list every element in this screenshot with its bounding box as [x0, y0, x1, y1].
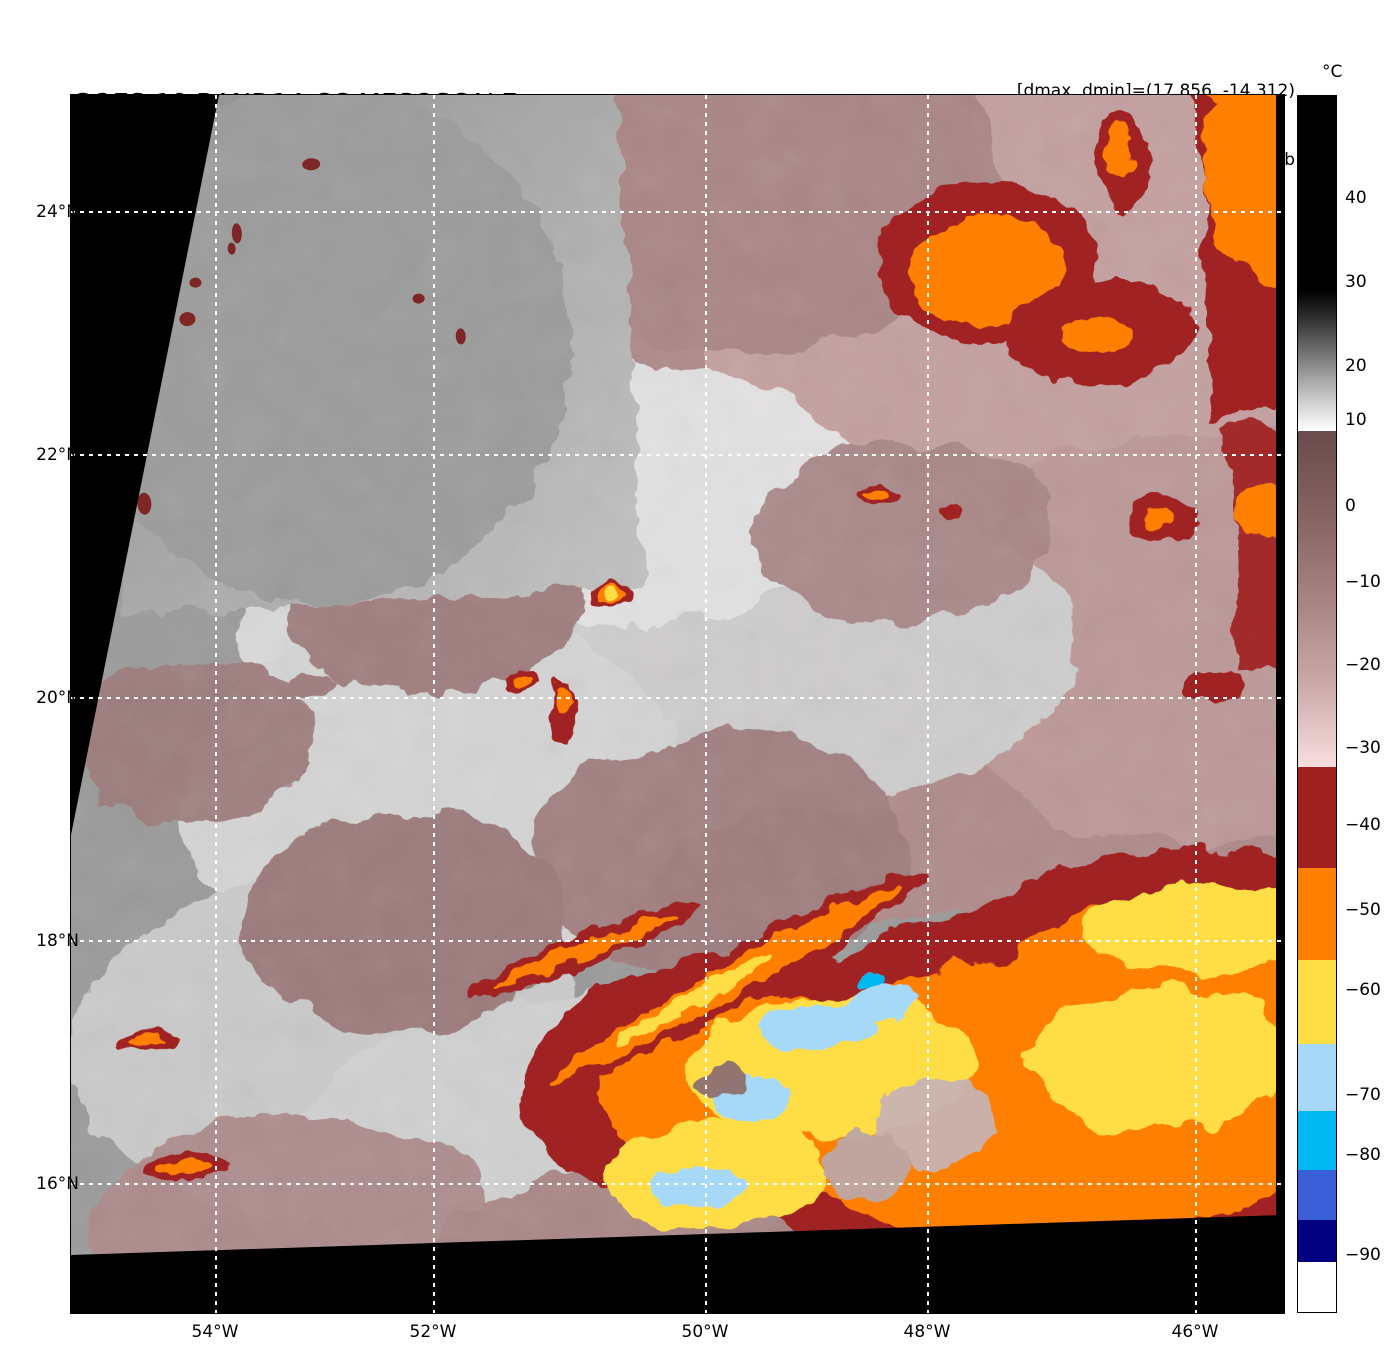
- colorbar-band-orange: [1298, 867, 1336, 960]
- colorbar-tick-m30: −30: [1345, 738, 1381, 758]
- colorbar-gradient: [1298, 96, 1336, 1312]
- satellite-swath: [71, 95, 1284, 1313]
- xtick-label-50w: 50°W: [681, 1322, 729, 1342]
- colorbar-band-cyan: [1298, 1110, 1336, 1170]
- graticule: [71, 95, 1284, 1313]
- gridline-lat-24: [71, 211, 1284, 213]
- colorbar-tick-m40: −40: [1345, 815, 1381, 835]
- colorbar-unit-label: °C: [1322, 62, 1343, 82]
- xtick-label-54w: 54°W: [191, 1322, 239, 1342]
- ytick-label-18n: 18°N: [36, 931, 79, 951]
- colorbar-tick-10: 10: [1345, 410, 1367, 430]
- colorbar-tick-0: 0: [1345, 496, 1356, 516]
- gridline-lon-50: [705, 95, 707, 1313]
- colorbar-band-white: [1298, 1262, 1336, 1312]
- no-data-mask: [71, 95, 1284, 1313]
- colorbar-tick-40: 40: [1345, 188, 1367, 208]
- ytick-label-22n: 22°N: [36, 445, 79, 465]
- colorbar-band-navy: [1298, 1220, 1336, 1262]
- colorbar-tick-20: 20: [1345, 356, 1367, 376]
- gridline-lon-48: [927, 95, 929, 1313]
- colorbar-tick-m60: −60: [1345, 980, 1381, 1000]
- gridline-lon-54: [215, 95, 217, 1313]
- colorbar-band-mauve: [1298, 431, 1336, 767]
- ytick-label-20n: 20°N: [36, 688, 79, 708]
- xtick-label-48w: 48°W: [903, 1322, 951, 1342]
- colorbar-tick-m10: −10: [1345, 572, 1381, 592]
- no-data-wedge-bottom: [71, 1215, 1284, 1313]
- satellite-image-plot[interactable]: Copyright © 2020-2025 Dapiya: [71, 95, 1284, 1313]
- gridline-lon-52: [433, 95, 435, 1313]
- xtick-label-52w: 52°W: [409, 1322, 457, 1342]
- colorbar-tick-m90: −90: [1345, 1245, 1381, 1265]
- gridline-lat-18: [71, 940, 1284, 942]
- colorbar-tick-m80: −80: [1345, 1145, 1381, 1165]
- colorbar[interactable]: [1297, 95, 1337, 1313]
- colorbar-tick-m50: −50: [1345, 900, 1381, 920]
- colorbar-band-warm-grayscale: [1298, 96, 1336, 432]
- gridline-lon-46: [1195, 95, 1197, 1313]
- ytick-label-24n: 24°N: [36, 202, 79, 222]
- gridline-lat-16: [71, 1183, 1284, 1185]
- ytick-label-16n: 16°N: [36, 1174, 79, 1194]
- gridline-lat-20: [71, 697, 1284, 699]
- colorbar-tick-30: 30: [1345, 272, 1367, 292]
- colorbar-band-darkred: [1298, 766, 1336, 868]
- colorbar-band-blue: [1298, 1169, 1336, 1221]
- xtick-label-46w: 46°W: [1171, 1322, 1219, 1342]
- satellite-raster: [71, 95, 1284, 1313]
- colorbar-tick-m20: −20: [1345, 655, 1381, 675]
- no-data-wedge-left: [71, 95, 219, 835]
- gridline-lat-22: [71, 454, 1284, 456]
- colorbar-band-yellow: [1298, 959, 1336, 1044]
- colorbar-tick-m70: −70: [1345, 1085, 1381, 1105]
- no-data-edge-right: [1276, 95, 1284, 1225]
- colorbar-band-lightblue: [1298, 1043, 1336, 1111]
